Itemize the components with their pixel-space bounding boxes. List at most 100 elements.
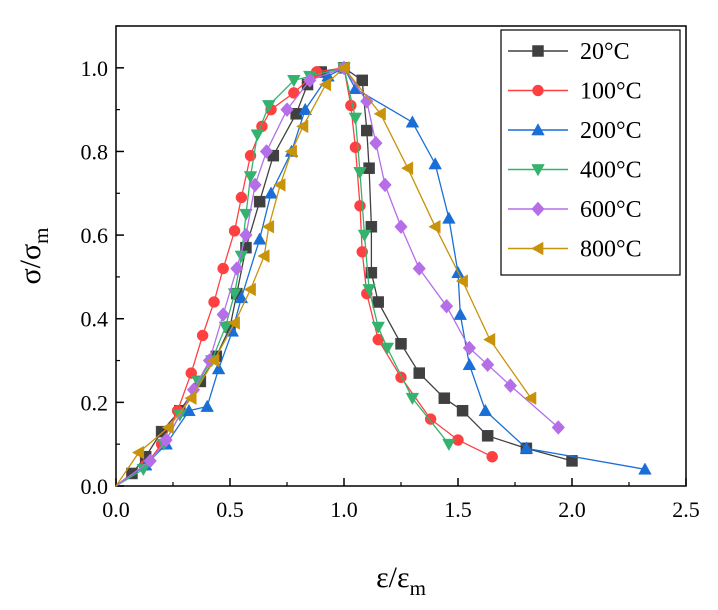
data-point (211, 362, 226, 375)
data-point (253, 195, 266, 208)
y-tick-label: 0.2 (81, 390, 109, 415)
legend-item: 800°C (508, 237, 642, 263)
data-point (228, 225, 241, 237)
data-point (243, 282, 256, 297)
data-point (354, 200, 366, 212)
x-axis-title-main: ε/ε (376, 561, 410, 594)
x-tick-label: 1.0 (330, 497, 358, 522)
data-point (373, 107, 386, 121)
legend-marker (531, 164, 545, 177)
data-point (503, 378, 518, 393)
data-point (480, 357, 495, 373)
data-point (442, 438, 456, 452)
data-point (405, 115, 420, 128)
data-point (248, 177, 262, 193)
data-point (261, 219, 275, 234)
data-point (200, 399, 214, 412)
series-4 (115, 60, 565, 487)
data-point (227, 288, 242, 301)
data-point (318, 77, 332, 92)
y-axis-title: σ/σm (14, 227, 53, 284)
data-point (524, 391, 537, 405)
data-point (362, 284, 376, 297)
data-point (159, 432, 173, 448)
x-axis-title: ε/εm (376, 561, 426, 600)
data-point (349, 141, 362, 154)
y-tick-label: 0.0 (81, 474, 109, 499)
data-point (356, 74, 368, 87)
series-3 (115, 62, 456, 487)
data-point (250, 129, 265, 142)
data-point (131, 445, 145, 460)
legend-item: 600°C (508, 197, 642, 223)
y-tick-label: 1.0 (81, 56, 109, 81)
series-2 (115, 60, 652, 487)
x-tick-label: 0.5 (216, 497, 244, 522)
data-point (395, 338, 407, 350)
data-point (218, 321, 233, 334)
data-point (551, 420, 565, 435)
y-axis-title-main: σ/σ (14, 244, 47, 285)
data-point (296, 119, 309, 134)
data-point (372, 296, 384, 308)
legend-items: 20°C 100°C 200°C 400°C 600°C 800°C (508, 39, 642, 263)
data-point (357, 229, 372, 242)
data-point (365, 220, 378, 233)
data-point (227, 316, 240, 330)
legend-label: 100°C (580, 79, 642, 105)
data-point (264, 186, 278, 199)
data-point (478, 403, 493, 417)
data-point (216, 307, 230, 322)
data-point (401, 161, 414, 175)
data-point (217, 262, 229, 275)
legend-item: 20°C (508, 39, 630, 65)
data-point (345, 99, 357, 112)
data-point (239, 227, 253, 243)
legend-item: 400°C (508, 158, 642, 184)
legend-label: 200°C (580, 118, 642, 144)
legend-marker (532, 84, 544, 97)
data-point (424, 413, 437, 425)
data-point (380, 342, 395, 355)
data-point (230, 261, 244, 276)
data-point (438, 392, 451, 404)
legend-label: 600°C (580, 197, 642, 223)
data-point (234, 290, 249, 304)
data-point (455, 274, 468, 288)
data-point (284, 144, 297, 159)
data-point (395, 371, 407, 384)
data-point (428, 157, 442, 170)
legend-marker (532, 45, 544, 57)
y-tick-label: 0.8 (81, 139, 109, 164)
data-point (262, 100, 276, 113)
data-point (259, 144, 274, 159)
data-point (243, 171, 258, 184)
series-line (115, 67, 559, 487)
data-point (369, 135, 383, 151)
data-point (356, 246, 368, 258)
data-point (136, 463, 151, 477)
legend-item: 100°C (508, 79, 642, 105)
series-line (115, 67, 493, 487)
legend-marker (531, 123, 545, 136)
legend-marker (531, 241, 544, 256)
data-point (348, 112, 363, 125)
data-point (638, 462, 652, 475)
data-point (566, 455, 578, 467)
data-point (298, 102, 312, 115)
data-point (365, 266, 378, 279)
legend-label: 20°C (580, 39, 630, 65)
data-point (462, 340, 477, 356)
data-point (287, 75, 301, 88)
data-point (208, 296, 220, 308)
data-point (428, 219, 441, 234)
data-point (257, 249, 270, 263)
data-point (303, 73, 317, 88)
legend-box (500, 29, 681, 276)
data-point (442, 211, 456, 224)
data-point (519, 441, 534, 454)
data-point (143, 453, 157, 469)
series-5 (115, 61, 537, 487)
data-point (185, 367, 197, 379)
